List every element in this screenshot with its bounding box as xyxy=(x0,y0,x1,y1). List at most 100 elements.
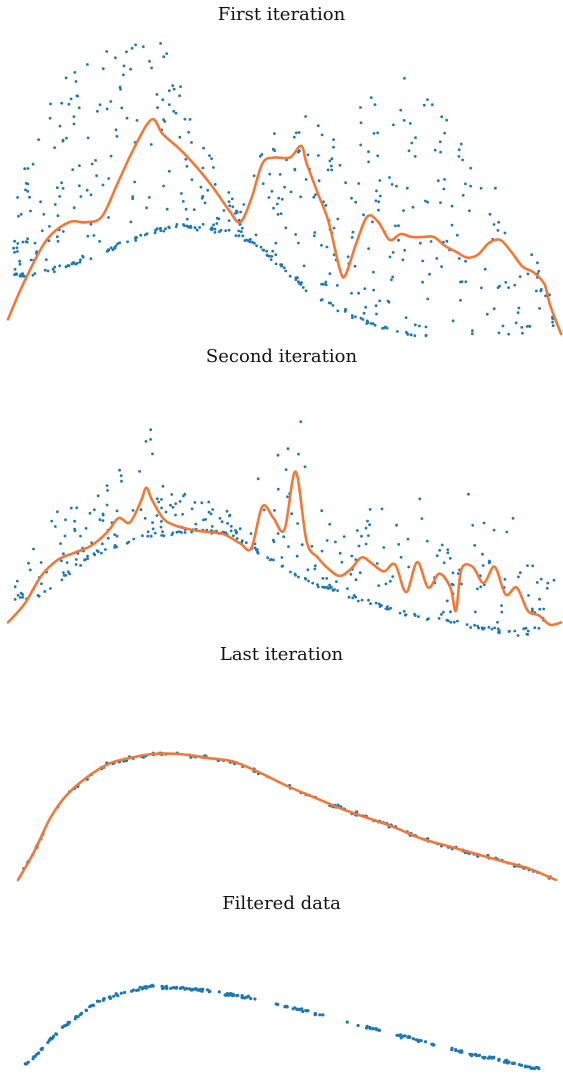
data-point xyxy=(402,119,406,122)
data-point xyxy=(98,999,102,1003)
data-point xyxy=(160,534,164,537)
data-point xyxy=(213,227,217,231)
data-point xyxy=(513,283,517,287)
data-point xyxy=(86,234,90,238)
data-point xyxy=(28,195,31,199)
data-point xyxy=(445,118,449,122)
data-point xyxy=(344,308,347,311)
panel-first-iteration: First iteration xyxy=(6,4,563,338)
data-point xyxy=(276,487,280,491)
data-point xyxy=(336,589,339,592)
data-point xyxy=(301,1009,305,1014)
data-point xyxy=(406,332,409,335)
data-point xyxy=(13,239,16,243)
data-point xyxy=(539,288,543,291)
data-point xyxy=(16,250,19,253)
data-point xyxy=(483,1055,487,1059)
data-point xyxy=(181,512,185,516)
data-point xyxy=(476,624,480,628)
data-point xyxy=(78,164,81,168)
data-point xyxy=(296,276,299,279)
data-point xyxy=(35,250,38,254)
data-point xyxy=(371,322,375,326)
data-point xyxy=(357,291,360,295)
data-point xyxy=(107,216,110,219)
data-point xyxy=(417,615,420,618)
data-point xyxy=(256,551,260,555)
data-point xyxy=(165,52,169,55)
data-point xyxy=(201,222,205,226)
data-point xyxy=(480,626,484,630)
data-point xyxy=(324,204,328,207)
data-point xyxy=(155,497,159,501)
data-point xyxy=(161,484,165,488)
data-point xyxy=(286,447,290,451)
data-point xyxy=(492,223,496,226)
data-point xyxy=(56,186,59,190)
data-point xyxy=(211,227,214,231)
data-point xyxy=(320,549,324,553)
data-point xyxy=(90,162,94,166)
data-point xyxy=(313,231,317,234)
data-point xyxy=(391,575,395,578)
data-point xyxy=(297,452,300,456)
data-point xyxy=(48,116,52,120)
data-point xyxy=(374,304,378,308)
data-point xyxy=(54,1032,58,1036)
data-point xyxy=(201,166,205,170)
data-point xyxy=(368,1025,372,1030)
data-point xyxy=(79,258,82,262)
data-point xyxy=(546,581,550,585)
data-point xyxy=(483,267,487,271)
data-point xyxy=(367,598,370,602)
data-point xyxy=(122,64,126,68)
data-point xyxy=(451,583,455,587)
data-point xyxy=(441,610,445,614)
data-point xyxy=(517,575,520,579)
data-point xyxy=(252,174,256,178)
data-point xyxy=(511,516,515,520)
data-point xyxy=(409,333,413,337)
data-point xyxy=(371,220,374,224)
data-point xyxy=(39,561,43,564)
data-point xyxy=(516,634,520,637)
data-point xyxy=(15,246,19,250)
data-point xyxy=(274,241,278,245)
data-point xyxy=(304,178,308,181)
data-point xyxy=(351,596,355,600)
data-point xyxy=(195,228,199,232)
data-point xyxy=(74,1015,78,1019)
data-point xyxy=(464,182,467,186)
data-point xyxy=(53,203,57,206)
data-point xyxy=(397,238,400,242)
data-point xyxy=(284,468,288,471)
data-point xyxy=(114,56,117,60)
data-point xyxy=(293,167,297,171)
data-point xyxy=(376,154,380,158)
data-point xyxy=(324,283,328,287)
data-point xyxy=(89,222,93,226)
data-point xyxy=(438,548,442,552)
data-point xyxy=(368,523,371,527)
data-point xyxy=(530,253,534,257)
data-point xyxy=(17,214,20,218)
data-point xyxy=(160,498,163,501)
data-point xyxy=(367,534,370,537)
data-point xyxy=(232,534,235,538)
data-point xyxy=(429,240,433,243)
data-point xyxy=(276,453,280,457)
data-point xyxy=(407,1034,411,1039)
data-point xyxy=(206,188,210,192)
data-point xyxy=(275,202,279,206)
data-point xyxy=(411,1037,415,1041)
data-point xyxy=(183,531,187,534)
data-point xyxy=(273,149,277,153)
data-point xyxy=(95,549,99,552)
data-point xyxy=(66,264,70,267)
data-point xyxy=(116,242,120,246)
data-point xyxy=(162,986,167,990)
data-point xyxy=(369,96,373,99)
data-point xyxy=(283,185,286,189)
data-point xyxy=(64,574,68,577)
data-point xyxy=(490,627,494,631)
